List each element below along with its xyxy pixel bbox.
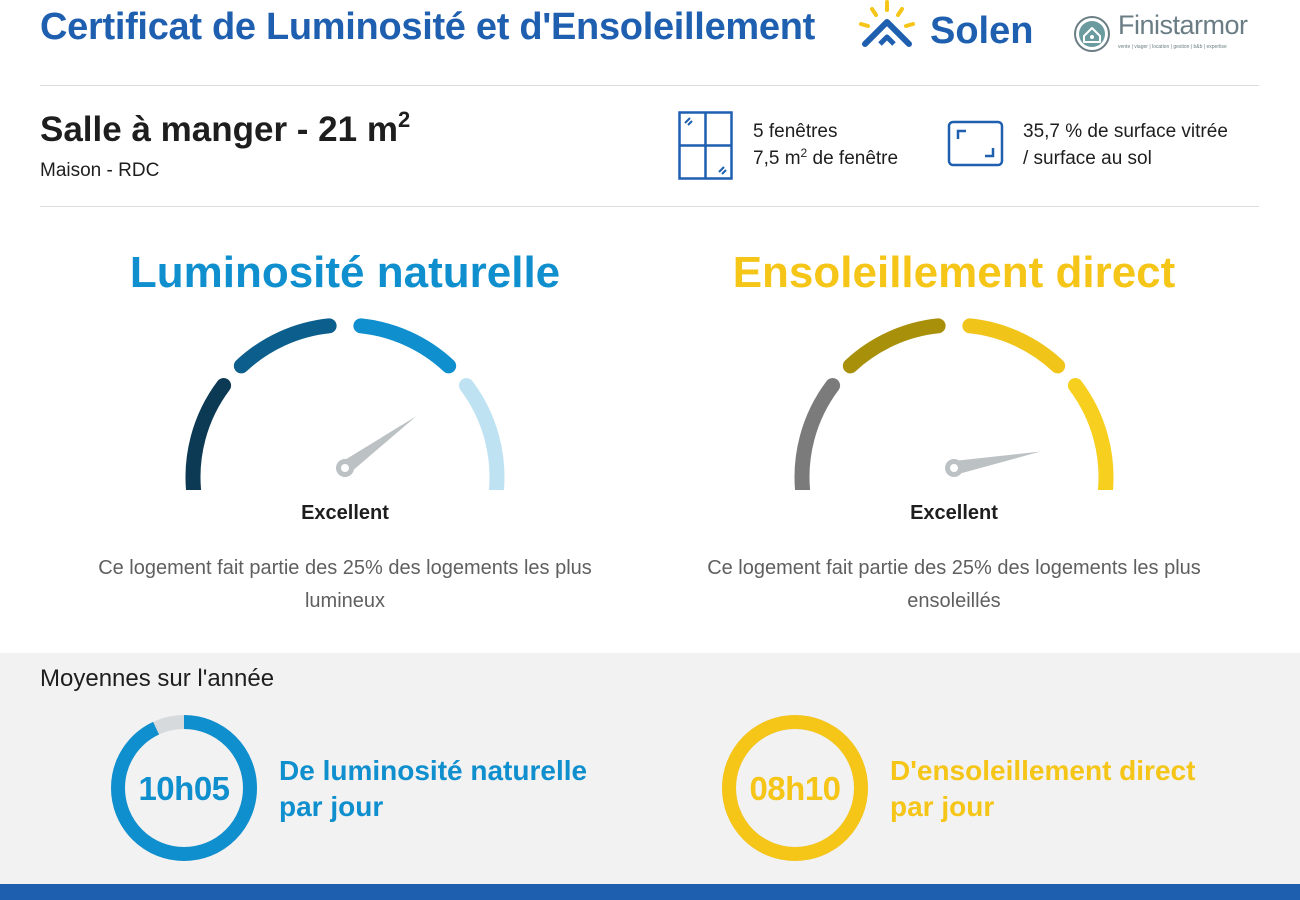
finistarmor-logo: Finistarmor vente | viager | location | … <box>1070 10 1270 60</box>
page-title: Certificat de Luminosité et d'Ensoleille… <box>40 6 815 48</box>
solen-logo-text: Solen <box>930 10 1034 52</box>
divider-top <box>40 85 1259 86</box>
luminosity-gauge-segment-1 <box>185 378 232 490</box>
divider-middle <box>40 206 1259 207</box>
sunshine-gauge-segment-1 <box>794 378 841 490</box>
window-icon <box>678 111 733 180</box>
glazing-line2: / surface au sol <box>1023 148 1152 169</box>
luminosity-gauge-segment-4 <box>458 378 505 490</box>
finistarmor-tagline: vente | viager | location | gestion | b&… <box>1118 44 1227 50</box>
glazing-stat: 35,7 % de surface vitrée / surface au so… <box>1023 118 1228 172</box>
luminosity-gauge-segment-3 <box>353 318 457 374</box>
luminosity-gauge <box>185 318 505 490</box>
room-title-sup: 2 <box>397 107 411 132</box>
sunshine-ring <box>722 715 868 861</box>
sun-house-icon <box>859 0 915 47</box>
sunshine-ring-progress <box>722 715 868 861</box>
sunshine-gauge <box>794 318 1114 490</box>
luminosity-average-label-line2: par jour <box>279 791 384 822</box>
solen-logo: Solen <box>855 0 1055 60</box>
house-circle-icon <box>1074 16 1110 52</box>
luminosity-ring-progress <box>111 715 257 861</box>
sunshine-gauge-segment-2 <box>842 318 946 374</box>
room-subtitle: Maison - RDC <box>40 160 160 181</box>
finistarmor-logo-text: Finistarmor <box>1118 10 1248 40</box>
sunshine-gauge-hub-dot <box>950 464 958 472</box>
windows-area-sup: 2 <box>800 146 808 160</box>
luminosity-average-label: De luminosité naturelle par jour <box>279 753 587 825</box>
footer-bar <box>0 884 1300 900</box>
glazing-line1: 35,7 % de surface vitrée <box>1023 121 1228 142</box>
sunshine-description: Ce logement fait partie des 25% des loge… <box>707 557 1201 612</box>
averages-panel: Moyennes sur l'année 10h05 De luminosité… <box>0 653 1300 884</box>
sunshine-title: Ensoleillement direct <box>732 248 1176 297</box>
sunshine-gauge-needle <box>952 451 1041 475</box>
sunshine-rating: Excellent <box>910 502 998 524</box>
room-title: Salle à manger - 21 m2 <box>40 107 411 150</box>
luminosity-ring <box>111 715 257 861</box>
luminosity-average-label-line1: De luminosité naturelle <box>279 755 588 786</box>
room-title-text: Salle à manger - 21 m <box>40 110 398 149</box>
sunshine-gauge-segment-3 <box>962 318 1066 374</box>
luminosity-gauge-segment-2 <box>233 318 337 374</box>
windows-stat: 5 fenêtres 7,5 m2 de fenêtre <box>753 118 898 172</box>
windows-area-prefix: 7,5 m <box>753 148 801 169</box>
windows-area: 7,5 m2 de fenêtre <box>753 145 898 172</box>
windows-count: 5 fenêtres <box>753 121 838 142</box>
header: Certificat de Luminosité et d'Ensoleille… <box>0 0 1300 86</box>
floor-surface-icon <box>947 120 1004 167</box>
sunshine-average-label: D'ensoleillement direct par jour <box>890 753 1195 825</box>
luminosity-title: Luminosité naturelle <box>129 248 561 297</box>
sunshine-average-value: 08h10 <box>749 770 841 807</box>
luminosity-gauge-needle <box>340 416 417 474</box>
luminosity-average-value: 10h05 <box>138 770 230 807</box>
windows-area-suffix: de fenêtre <box>807 148 899 169</box>
averages-title: Moyennes sur l'année <box>40 665 275 692</box>
sunshine-average-label-line2: par jour <box>890 791 995 822</box>
luminosity-description: Ce logement fait partie des 25% des loge… <box>98 557 592 612</box>
sunshine-gauge-segment-4 <box>1067 378 1114 490</box>
luminosity-gauge-hub-dot <box>341 464 349 472</box>
sunshine-average-label-line1: D'ensoleillement direct <box>890 755 1196 786</box>
luminosity-rating: Excellent <box>301 502 389 524</box>
